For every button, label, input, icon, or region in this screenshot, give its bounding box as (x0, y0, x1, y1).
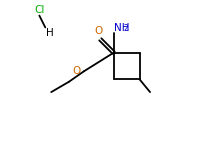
Text: O: O (94, 26, 102, 36)
Text: H: H (46, 28, 53, 38)
Text: 2: 2 (123, 24, 128, 33)
Text: NH: NH (114, 23, 129, 33)
Text: Cl: Cl (34, 5, 44, 15)
Text: O: O (72, 66, 80, 76)
